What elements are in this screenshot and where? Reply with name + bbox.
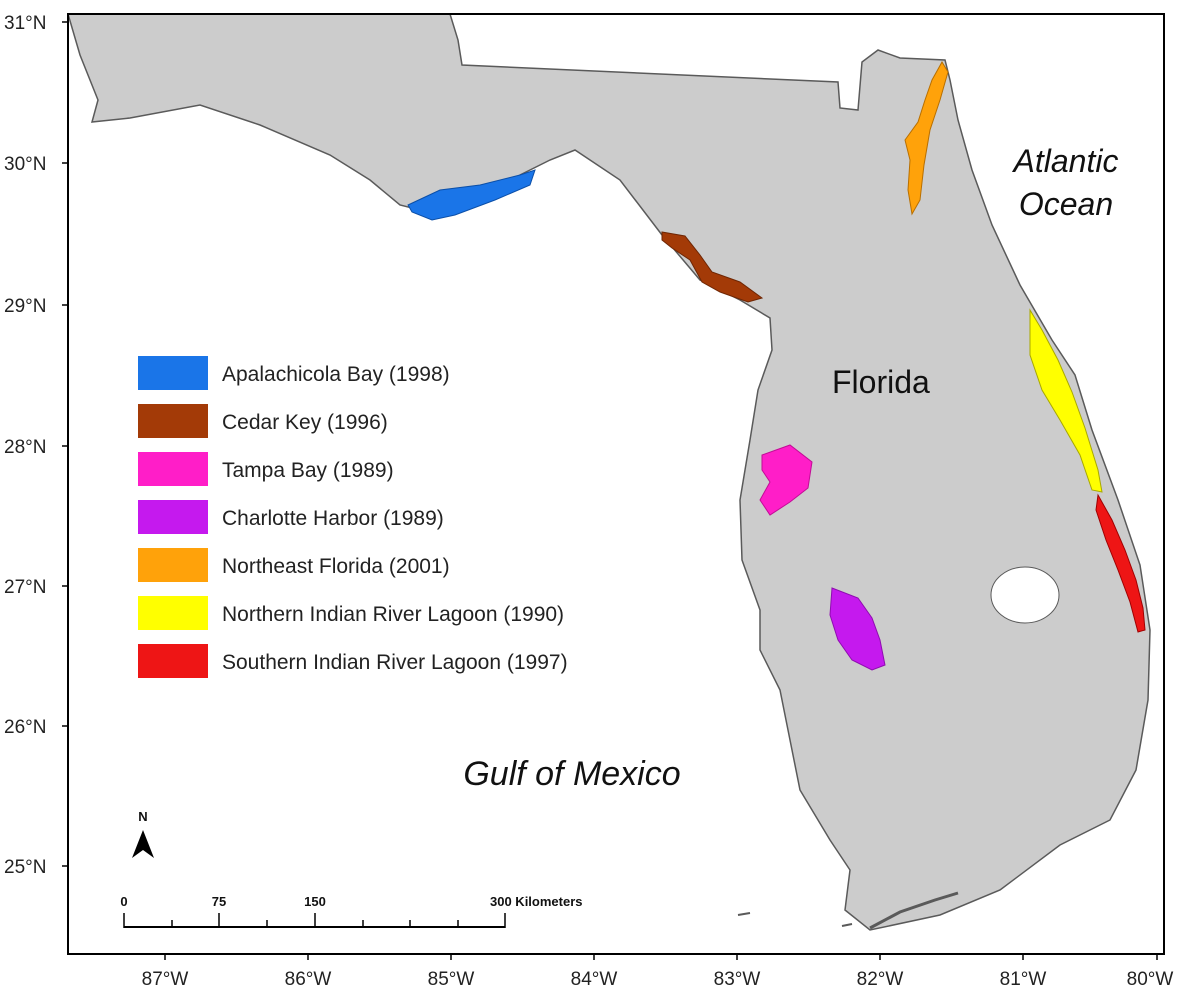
longitude-axis: 87°W 86°W 85°W 84°W 83°W 82°W 81°W 80°W [142, 954, 1174, 990]
state-label: Florida [832, 364, 930, 400]
legend-swatch-apalachicola [138, 356, 208, 390]
lon-label-84: 84°W [571, 969, 618, 990]
legend-swatch-southern-irl [138, 644, 208, 678]
region-northeast-florida [904, 61, 949, 216]
lon-label-82: 82°W [857, 969, 904, 990]
lon-label-85: 85°W [428, 969, 475, 990]
region-northern-indian-river-lagoon [1029, 308, 1103, 493]
region-apalachicola-bay [407, 169, 536, 221]
legend-label-cedar-key: Cedar Key (1996) [222, 411, 388, 434]
map-frame [67, 13, 1165, 955]
latitude-axis: 31°N 30°N 29°N 28°N 27°N 26°N 25°N [4, 13, 68, 878]
legend-swatch-charlotte-harbor [138, 500, 208, 534]
scale-label-300: 300 Kilometers [490, 894, 583, 909]
legend-label-apalachicola: Apalachicola Bay (1998) [222, 363, 450, 386]
legend-swatch-northern-irl [138, 596, 208, 630]
legend-label-charlotte-harbor: Charlotte Harbor (1989) [222, 507, 444, 530]
legend-label-southern-irl: Southern Indian River Lagoon (1997) [222, 651, 568, 674]
keys-islands [869, 891, 959, 930]
lon-label-86: 86°W [285, 969, 332, 990]
lat-label-29: 29°N [4, 296, 46, 317]
legend-label-tampa-bay: Tampa Bay (1989) [222, 459, 394, 482]
region-cedar-key [661, 231, 764, 303]
lake-okeechobee [990, 566, 1060, 624]
lon-label-83: 83°W [714, 969, 761, 990]
legend-label-northeast-florida: Northeast Florida (2001) [222, 555, 450, 578]
lon-label-87: 87°W [142, 969, 189, 990]
lat-label-30: 30°N [4, 154, 46, 175]
scale-label-0: 0 [120, 894, 127, 909]
scale-bar: 0 75 150 300 Kilometers [120, 894, 583, 928]
land-mass [66, 13, 1151, 931]
lon-label-80: 80°W [1127, 969, 1174, 990]
lat-label-31: 31°N [4, 13, 46, 34]
legend: Apalachicola Bay (1998) Cedar Key (1996)… [138, 356, 568, 678]
lat-label-27: 27°N [4, 577, 46, 598]
atlantic-ocean-label-line2: Ocean [1019, 186, 1113, 222]
legend-swatch-cedar-key [138, 404, 208, 438]
north-arrow-icon [132, 830, 154, 858]
legend-label-northern-irl: Northern Indian River Lagoon (1990) [222, 603, 564, 626]
lat-label-26: 26°N [4, 717, 46, 738]
region-tampa-bay [759, 444, 813, 516]
lon-label-81: 81°W [1000, 969, 1047, 990]
region-charlotte-harbor [829, 587, 886, 671]
north-arrow-label: N [138, 809, 147, 824]
north-arrow: N [132, 809, 154, 858]
scale-label-150: 150 [304, 894, 326, 909]
scale-label-75: 75 [212, 894, 226, 909]
legend-swatch-northeast-florida [138, 548, 208, 582]
legend-swatch-tampa-bay [138, 452, 208, 486]
lat-label-28: 28°N [4, 437, 46, 458]
lat-label-25: 25°N [4, 857, 46, 878]
gulf-of-mexico-label: Gulf of Mexico [463, 755, 680, 793]
keys-islands-west [737, 912, 853, 927]
estuary-regions [407, 61, 1146, 671]
atlantic-ocean-label-line1: Atlantic [1012, 143, 1119, 179]
region-southern-indian-river-lagoon [1095, 493, 1146, 633]
